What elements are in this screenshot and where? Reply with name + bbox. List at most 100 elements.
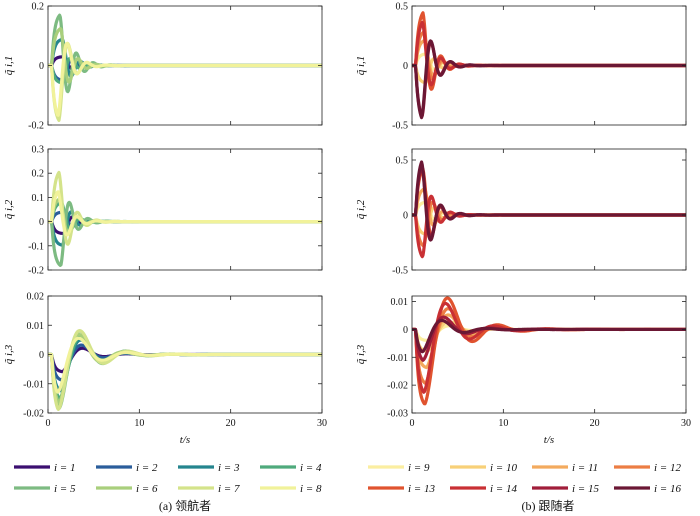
legend-label: i = 7 <box>218 483 240 495</box>
x-tick-label: 10 <box>498 418 508 429</box>
legend-label: i = 3 <box>218 462 240 474</box>
legend-label: i = 2 <box>136 462 158 474</box>
legend-label: i = 5 <box>54 483 76 495</box>
series-line-i=7 <box>48 170 322 246</box>
series-line-i=16 <box>412 39 686 120</box>
series-line-i=13 <box>412 167 686 238</box>
series-group <box>412 160 686 259</box>
series-line-i=16 <box>412 160 686 242</box>
y-tick-label: -0.01 <box>23 379 44 390</box>
panel-follower-row3: 0.010-0.01-0.02-0.030 10 20 30t/sq̃ i,3 <box>355 295 691 446</box>
legend-label: i = 14 <box>490 483 517 495</box>
y-tick-label: 0.2 <box>32 2 45 13</box>
series-line-i=15 <box>412 165 686 239</box>
y-tick-label: 0.02 <box>27 292 45 303</box>
legend-label: i = 12 <box>654 462 681 474</box>
y-tick-label: 0 <box>39 61 44 72</box>
panel-follower-row1: 0.5 0 -0.5 q̃ i,1 <box>355 2 687 132</box>
legend-label: i = 8 <box>300 483 322 495</box>
legend-item: i = 13 <box>368 483 435 495</box>
series-line-i=6 <box>48 197 322 234</box>
x-tick-label: 10 <box>134 418 144 429</box>
legend-label: i = 6 <box>136 483 158 495</box>
y-tick-label: 0.01 <box>27 321 45 332</box>
y-tick-label: 0 <box>403 211 408 222</box>
y-tick-label: 0 <box>403 325 408 336</box>
legend-label: i = 16 <box>654 483 681 495</box>
legend-label: i = 4 <box>300 462 322 474</box>
plot-frame <box>47 148 323 271</box>
legend-item: i = 11 <box>532 462 598 474</box>
panel-follower-row2: 0.5 0 -0.5 q̃ i,2 <box>355 148 687 277</box>
legend-item: i = 7 <box>178 483 240 495</box>
series-line-i=12 <box>412 200 686 248</box>
panel-leader-row3: 0.020.010-0.01-0.020 10 20 30t/sq̃ i,3 <box>3 292 327 447</box>
x-tick-label: 20 <box>590 418 600 429</box>
legend-item: i = 12 <box>614 462 681 474</box>
series-group <box>48 170 322 267</box>
legend-label: i = 13 <box>408 483 435 495</box>
x-tick-label: 0 <box>410 418 415 429</box>
series-line-i=11 <box>412 187 686 227</box>
legend-item: i = 5 <box>14 483 76 495</box>
y-tick-label: 0.5 <box>396 2 409 13</box>
series-line-i=5 <box>48 13 322 94</box>
panel-leader-row1: 0.2 0 -0.2 q̃ i,1 <box>3 2 323 132</box>
legend-item: i = 8 <box>260 483 322 495</box>
series-group <box>412 11 686 120</box>
legend-item: i = 10 <box>450 462 517 474</box>
x-tick-label: 20 <box>226 418 236 429</box>
y-tick-label: 0.1 <box>32 193 45 204</box>
series-line-i=7 <box>48 42 322 122</box>
series-line-i=15 <box>412 40 686 118</box>
y-tick-label: -0.5 <box>392 266 408 277</box>
plot-frame <box>411 295 687 414</box>
y-tick-label: -0.01 <box>387 353 408 364</box>
y-tick-label: -0.2 <box>28 121 44 132</box>
series-group <box>48 329 322 411</box>
y-axis-label: q̃ i,1 <box>3 56 15 76</box>
legend-item: i = 3 <box>178 462 240 474</box>
series-line-i=8 <box>48 336 322 394</box>
series-line-i=14 <box>412 194 686 259</box>
y-axis-label: q̃ i,3 <box>355 344 367 364</box>
legend-item: i = 15 <box>532 483 599 495</box>
series-line-i=3 <box>48 210 322 247</box>
series-line-i=6 <box>48 27 322 84</box>
y-tick-label: -0.02 <box>387 381 408 392</box>
legend-label: i = 1 <box>54 462 75 474</box>
legend-label: i = 9 <box>408 462 430 474</box>
legend-label: i = 10 <box>490 462 517 474</box>
y-axis-label: q̃ i,2 <box>355 199 367 219</box>
legend-item: i = 6 <box>96 483 158 495</box>
y-tick-label: 0.5 <box>396 156 409 167</box>
y-tick-label: -0.02 <box>23 409 44 420</box>
y-tick-label: 0.3 <box>32 145 45 156</box>
series-line-i=11 <box>412 38 686 77</box>
legend-item: i = 14 <box>450 483 517 495</box>
y-tick-label: 0 <box>403 61 408 72</box>
plot-frame <box>411 148 687 271</box>
series-line-i=14 <box>412 301 686 394</box>
panel-leader-row2: 0.3 0.2 0.1 0 -0.1 -0.2 q̃ i,2 <box>3 145 323 277</box>
series-line-i=16 <box>412 318 686 354</box>
series-group <box>48 13 322 122</box>
y-axis-label: q̃ i,1 <box>355 56 367 76</box>
x-tick-label: 0 <box>46 418 51 429</box>
legend-left: i = 1 i = 2 i = 3 i = 4 i = 5 i = 6 i = 7 i = 8 <box>14 462 322 495</box>
legend-item: i = 16 <box>614 483 681 495</box>
y-tick-label: -0.1 <box>28 241 44 252</box>
series-line-i=15 <box>412 315 686 362</box>
series-line-i=8 <box>48 190 322 237</box>
series-line-i=8 <box>48 41 322 117</box>
legend-item: i = 2 <box>96 462 158 474</box>
series-line-i=12 <box>412 30 686 81</box>
x-axis-label: t/s <box>544 434 554 446</box>
y-tick-label: 0 <box>39 217 44 228</box>
x-tick-label: 30 <box>317 418 327 429</box>
legend-item: i = 1 <box>14 462 75 474</box>
legend-item: i = 9 <box>368 462 430 474</box>
y-tick-label: 0 <box>39 350 44 361</box>
series-line-i=7 <box>48 329 322 411</box>
